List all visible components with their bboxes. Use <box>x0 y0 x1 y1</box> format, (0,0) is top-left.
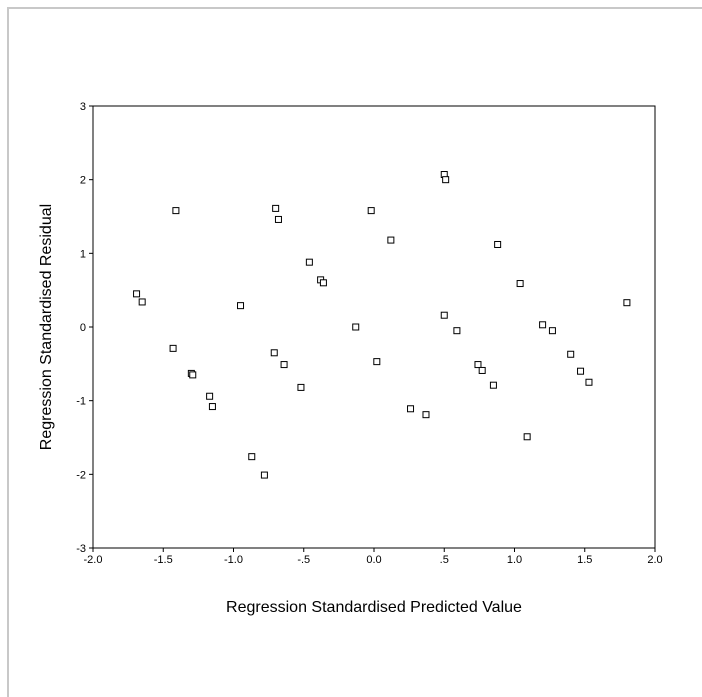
data-point <box>523 433 531 441</box>
data-point <box>297 383 305 391</box>
data-point <box>489 381 497 389</box>
data-point <box>373 358 381 366</box>
data-point <box>260 471 268 479</box>
y-axis: -3 -2 -1 0 1 2 3 <box>76 101 93 555</box>
data-point <box>280 361 288 369</box>
x-tick-label: -.5 <box>297 554 310 566</box>
data-point <box>539 321 547 329</box>
data-point <box>367 207 375 215</box>
x-tick-label: -1.5 <box>154 554 173 566</box>
y-tick-label: 3 <box>80 101 86 113</box>
data-point <box>169 344 177 352</box>
y-tick-label: -2 <box>76 469 86 481</box>
data-point <box>272 204 280 212</box>
data-point <box>440 311 448 319</box>
data-point <box>138 298 146 306</box>
x-tick-label: -1.0 <box>224 554 243 566</box>
data-point <box>208 403 216 411</box>
data-point <box>248 453 256 461</box>
data-point <box>133 290 141 298</box>
y-axis-title: Regression Standardised Residual <box>38 204 55 450</box>
data-point <box>585 378 593 386</box>
data-point <box>516 280 524 288</box>
y-tick-label: 1 <box>80 248 86 260</box>
data-point <box>172 207 180 215</box>
data-point <box>206 392 214 400</box>
y-tick-label: -3 <box>76 543 86 555</box>
x-tick-label: 0.0 <box>366 554 381 566</box>
data-point <box>270 349 278 357</box>
data-point <box>407 405 415 413</box>
data-point <box>422 411 430 419</box>
x-tick-label: 1.5 <box>577 554 592 566</box>
data-point <box>237 302 245 310</box>
data-point <box>305 258 313 266</box>
data-point <box>442 176 450 184</box>
x-axis-title: Regression Standardised Predicted Value <box>226 599 522 616</box>
data-point <box>478 366 486 374</box>
plot-border <box>92 105 656 549</box>
data-points <box>133 171 631 479</box>
data-point <box>567 350 575 358</box>
data-point <box>274 215 282 223</box>
x-tick-label: 2.0 <box>647 554 662 566</box>
data-point <box>387 236 395 244</box>
x-tick-label: .5 <box>440 554 449 566</box>
plot-area <box>92 105 656 549</box>
data-point <box>548 327 556 335</box>
chart-frame <box>7 7 702 697</box>
data-point <box>352 323 360 331</box>
data-point <box>474 361 482 369</box>
data-point <box>577 367 585 375</box>
x-axis: -2.0 -1.5 -1.0 -.5 0.0 .5 1.0 1.5 2.0 <box>84 548 663 566</box>
x-tick-label: -2.0 <box>84 554 103 566</box>
data-point <box>623 299 631 307</box>
data-point <box>189 371 197 379</box>
y-tick-label: 0 <box>80 322 86 334</box>
x-tick-label: 1.0 <box>507 554 522 566</box>
y-tick-label: 2 <box>80 175 86 187</box>
data-point <box>453 327 461 335</box>
data-point <box>494 240 502 248</box>
y-tick-label: -1 <box>76 396 86 408</box>
data-point <box>319 279 327 287</box>
